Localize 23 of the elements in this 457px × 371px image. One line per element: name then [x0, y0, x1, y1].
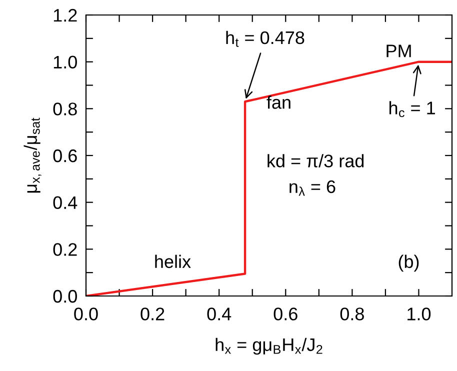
y-axis-title: μ$_{x,ave}$/μ$_{sat}$: [24, 118, 42, 193]
annotation: n$_{λ}$ = 6: [290, 180, 336, 196]
annotation: (b): [398, 254, 419, 272]
y-tick-label: 1.0: [54, 56, 77, 69]
x-tick-label: 0.8: [340, 308, 364, 320]
annotation: helix: [155, 254, 191, 268]
y-tick-label: 0.4: [53, 196, 78, 210]
x-tick-label: 0.4: [207, 308, 232, 320]
annotation: h$_{t}$ = 0.478: [226, 30, 304, 47]
annotation: h$_{c}$ = 1: [389, 101, 435, 118]
x-tick-label: 1.0: [408, 308, 431, 320]
annotation: PM: [386, 44, 411, 58]
y-tick-label: 0.6: [53, 149, 77, 162]
annotation: fan: [266, 96, 290, 109]
y-tick-label: 1.2: [54, 8, 77, 22]
x-axis-title: h$_{x}$ = gμ$_{B}$H$_{x}$/J$_{2}$: [216, 338, 322, 355]
x-tick-label: 0.0: [74, 308, 98, 320]
x-tick-label: 0.6: [274, 308, 298, 320]
x-tick-label: 0.2: [140, 308, 164, 320]
y-tick-label: 0.8: [53, 102, 77, 116]
y-tick-label: 0.2: [53, 243, 77, 256]
y-tick-label: 0.0: [53, 290, 77, 303]
annotation: kd = π/3 rad: [268, 154, 364, 168]
